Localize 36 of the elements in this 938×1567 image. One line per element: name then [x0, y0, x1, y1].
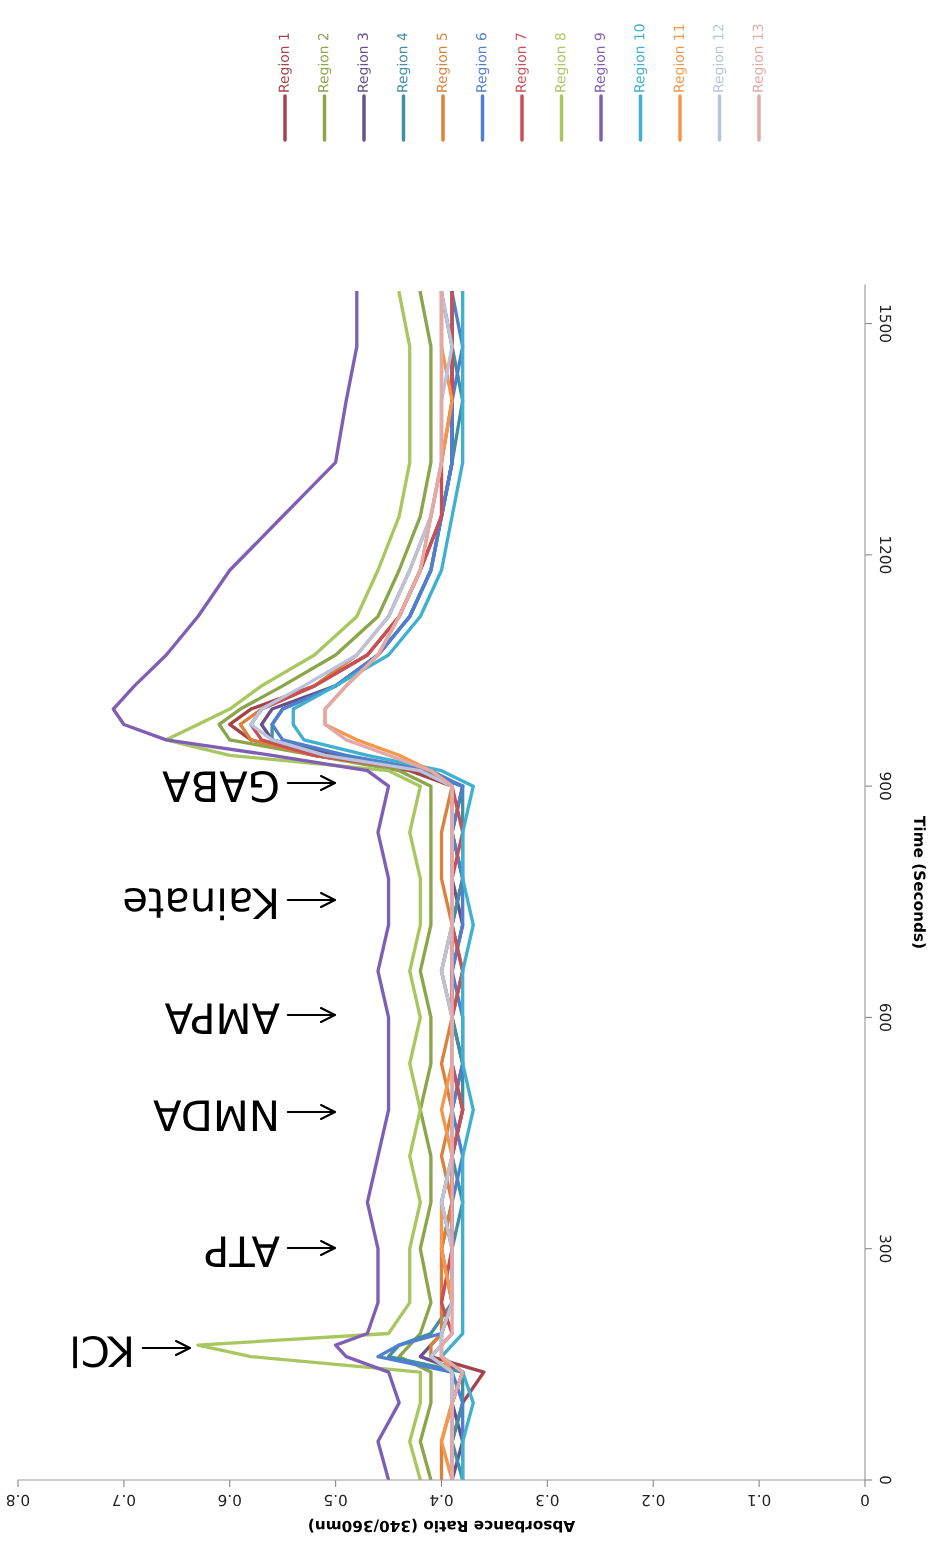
y-tick-label: 900	[879, 772, 892, 800]
text: Region 5	[436, 33, 450, 92]
x-tick-label: 0	[861, 1494, 869, 1507]
text: Region 10	[633, 24, 648, 92]
annotation: ATP	[205, 1236, 280, 1267]
y-tick-label: 1200	[879, 537, 892, 574]
x-tick-label: 0.4	[430, 1494, 453, 1507]
y-tick-label: 0	[879, 1476, 892, 1484]
x-tick-label: 0.7	[113, 1494, 136, 1507]
annotation: NMDA	[153, 1100, 276, 1131]
text: Region 12	[712, 24, 727, 92]
text: Region 2	[317, 33, 332, 92]
x-tick-label: 0.1	[748, 1494, 771, 1507]
x-axis-title: Absorbance Ratio (340/360mn)	[309, 1518, 576, 1533]
annotation: AMPA	[164, 1003, 280, 1034]
annotation: KCl	[73, 1335, 131, 1369]
text: Region 1	[278, 33, 292, 92]
text: Region 13	[752, 24, 766, 92]
y-tick-label: 300	[879, 1235, 892, 1263]
y-tick-label: 1500	[879, 305, 892, 342]
x-tick-label: 0.6	[218, 1494, 241, 1507]
text: Region 7	[515, 33, 529, 92]
text: Region 9	[594, 33, 608, 92]
y-tick-label: 600	[879, 1003, 892, 1031]
text: Region 6	[475, 33, 490, 92]
x-tick-label: 0.5	[324, 1494, 347, 1507]
annotation: Kainate	[124, 887, 276, 921]
text: Region 11	[673, 24, 687, 92]
text: Region 8	[554, 33, 569, 92]
x-tick-label: 0.3	[536, 1494, 559, 1507]
text: Region 4	[396, 32, 411, 92]
y-axis-title: Time (Seconds)	[912, 816, 926, 948]
text: Region 3	[357, 33, 371, 92]
x-tick-label: 0.8	[6, 1494, 30, 1507]
annotation: GABA	[162, 770, 278, 803]
x-tick-label: 0.2	[642, 1494, 665, 1507]
